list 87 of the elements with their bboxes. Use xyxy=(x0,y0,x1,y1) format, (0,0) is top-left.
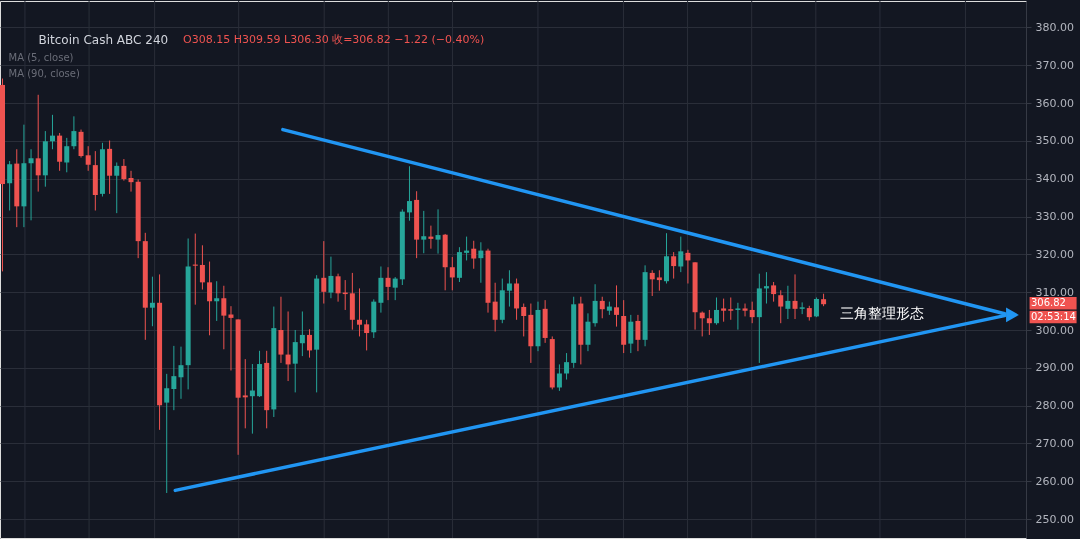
candlestick xyxy=(392,276,398,301)
y-tick-label: 270.00 xyxy=(1035,436,1074,450)
y-tick-label: 260.00 xyxy=(1035,474,1074,488)
candlestick xyxy=(121,158,127,182)
candlestick xyxy=(813,296,819,318)
candlestick xyxy=(599,296,605,319)
candlestick xyxy=(628,314,634,354)
candlestick xyxy=(763,271,769,305)
candlestick xyxy=(285,310,291,382)
y-tick-label: 350.00 xyxy=(1035,134,1074,148)
candlestick xyxy=(406,165,412,222)
candlestick xyxy=(471,240,477,270)
text: 02:53:14 xyxy=(1030,310,1076,322)
candlestick xyxy=(221,285,227,350)
annotation: MA (5, close) xyxy=(8,51,74,63)
candlestick xyxy=(435,208,441,255)
candlestick xyxy=(321,240,327,305)
candlestick xyxy=(556,363,562,392)
candlestick xyxy=(242,358,248,429)
candlestick xyxy=(449,256,455,291)
annotation: MA (90, close) xyxy=(8,68,80,80)
candlestick xyxy=(771,281,777,303)
candlestick xyxy=(492,282,498,333)
candlestick xyxy=(785,285,791,320)
candlestick xyxy=(364,319,370,351)
candlestick xyxy=(678,236,684,273)
candlestick xyxy=(713,296,719,326)
annotation: 三角整理形态 xyxy=(840,305,925,322)
candlestick xyxy=(728,296,734,321)
candlestick xyxy=(28,148,34,221)
candlestick xyxy=(649,269,655,297)
candlestick xyxy=(385,266,391,301)
candlestick xyxy=(614,284,620,328)
y-tick-label: 370.00 xyxy=(1035,58,1074,72)
y-tick-label: 310.00 xyxy=(1035,285,1074,299)
candlestick xyxy=(128,170,134,193)
candlestick xyxy=(85,145,91,172)
candlestick xyxy=(735,302,741,331)
y-tick-label: 280.00 xyxy=(1035,399,1074,413)
y-tick-label: 330.00 xyxy=(1035,210,1074,224)
candlestick xyxy=(356,287,362,337)
candlestick xyxy=(478,241,484,284)
candlestick xyxy=(635,314,641,352)
candlestick xyxy=(199,244,205,291)
candlestick xyxy=(506,269,512,308)
candlestick xyxy=(685,249,691,284)
y-tick-label: 320.00 xyxy=(1035,247,1074,261)
candlestick xyxy=(464,236,470,261)
candlestick xyxy=(656,269,662,292)
candlestick xyxy=(721,298,727,323)
candlestick xyxy=(35,94,41,193)
candlestick xyxy=(671,251,677,280)
candlestick xyxy=(178,346,184,400)
y-tick-label: 360.00 xyxy=(1035,96,1074,110)
y-tick-label: 250.00 xyxy=(1035,512,1074,526)
candlestick xyxy=(164,373,170,494)
y-tick-label: 380.00 xyxy=(1035,20,1074,34)
candlestick xyxy=(706,309,712,336)
candlestick xyxy=(292,329,298,393)
candlestick xyxy=(521,303,527,337)
candlestick xyxy=(307,328,313,359)
candlestick xyxy=(592,283,598,328)
y-tick-label: 290.00 xyxy=(1035,361,1074,375)
y-tick-label: 340.00 xyxy=(1035,172,1074,186)
candlestick xyxy=(64,137,70,173)
candlestick xyxy=(749,301,755,324)
candlestick xyxy=(71,115,77,150)
candlestick xyxy=(335,273,341,303)
candlestick xyxy=(421,210,427,254)
candlestick xyxy=(7,160,13,212)
y-tick-label: 300.00 xyxy=(1035,323,1074,337)
candlestick xyxy=(564,352,570,381)
candlestick xyxy=(328,256,334,299)
candlestick xyxy=(214,280,220,322)
candlestick xyxy=(149,276,155,327)
text: Bitcoin Cash ABC 240 xyxy=(38,33,169,48)
candlestick xyxy=(742,303,748,317)
text: O308.15 H309.59 L306.30 收=306.82 −1.22 (−0.40%) xyxy=(183,33,485,47)
candlestick xyxy=(207,261,213,336)
candlestick xyxy=(114,161,120,214)
candlestick xyxy=(428,225,434,250)
candlestick xyxy=(171,345,177,411)
text: 306.82 xyxy=(1030,297,1066,309)
candlestick xyxy=(792,273,798,320)
candlestick xyxy=(299,310,305,357)
candlestick xyxy=(585,312,591,352)
candlestick xyxy=(778,289,784,324)
